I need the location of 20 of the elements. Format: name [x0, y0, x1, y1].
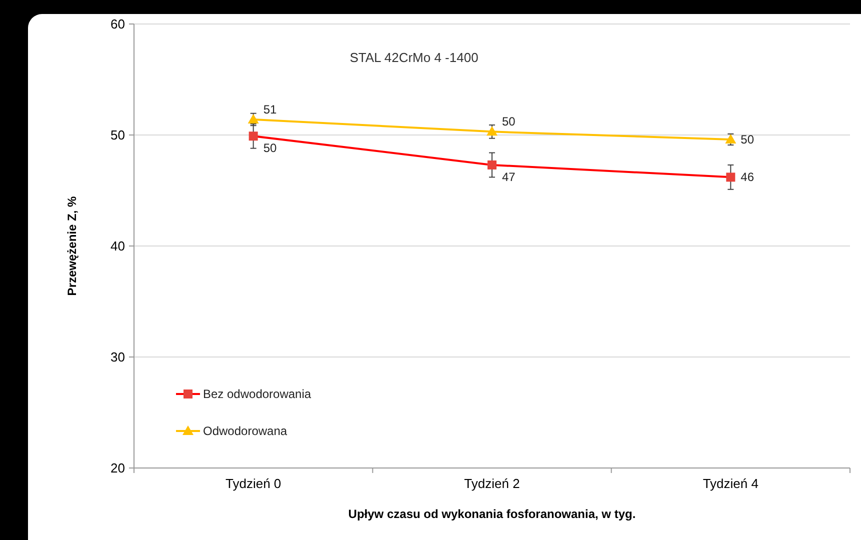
data-label: 50 — [502, 114, 516, 129]
x-axis-title: Upływ czasu od wykonania fosforanowania, w tyg. — [348, 507, 636, 521]
x-tick-label: Tydzień 4 — [702, 476, 758, 491]
y-tick-label: 40 — [110, 238, 125, 254]
data-label: 51 — [263, 102, 278, 116]
data-label: 50 — [740, 132, 754, 146]
y-tick-label: 20 — [110, 460, 125, 476]
data-label: 47 — [502, 170, 516, 184]
data-label: 46 — [740, 170, 754, 184]
point — [486, 126, 498, 136]
text: STAL 42CrMo 4 -1400 — [350, 50, 478, 65]
y-tick-label: 50 — [110, 128, 125, 143]
y-axis-title: Przewężenie Z, % — [65, 196, 79, 296]
x-tick-label: Tydzień 0 — [226, 476, 282, 491]
legend-label: Odwodorowana — [203, 424, 288, 438]
data-label: 50 — [263, 141, 278, 156]
x-tick-label: Tydzień 2 — [464, 476, 520, 491]
legend-label: Bez odwodorowania — [203, 387, 312, 402]
y-tick-label: 60 — [110, 16, 125, 32]
y-tick-label: 30 — [110, 350, 125, 365]
